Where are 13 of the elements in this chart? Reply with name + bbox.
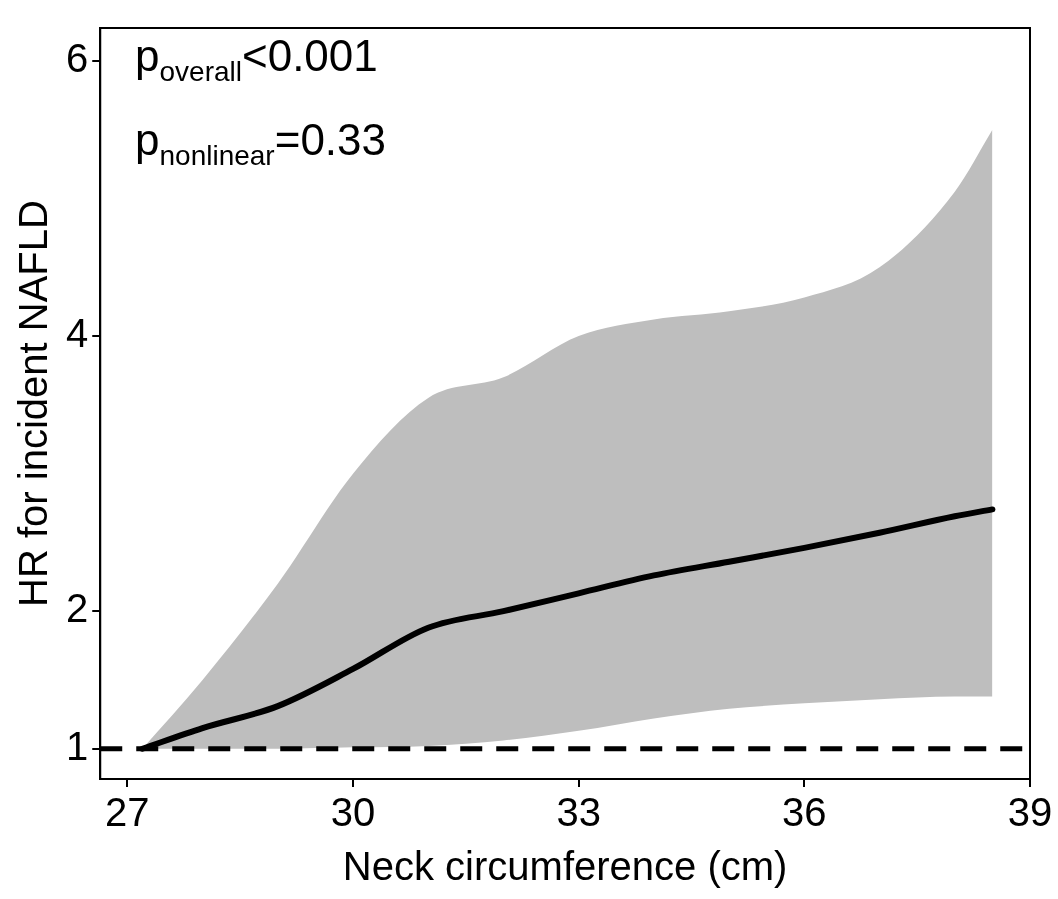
x-tick-label: 33 xyxy=(556,790,601,835)
annotation: p$_{nonlinear}$=0.33 xyxy=(135,114,387,171)
y-tick-label: 6 xyxy=(66,36,89,81)
annotation: p$_{overall}$<0.001 xyxy=(135,31,379,87)
y-tick-label: 1 xyxy=(66,723,89,768)
x-tick-label: 27 xyxy=(105,790,150,835)
x-tick-label: 36 xyxy=(782,790,827,835)
x-axis-title: Neck circumference (cm) xyxy=(342,844,788,889)
y-axis-title: HR for incident NAFLD xyxy=(11,200,56,607)
y-tick-label: 2 xyxy=(66,586,89,631)
x-tick-label: 39 xyxy=(1007,790,1053,835)
x-tick-label: 30 xyxy=(330,790,376,835)
y-tick-label: 4 xyxy=(66,311,89,356)
